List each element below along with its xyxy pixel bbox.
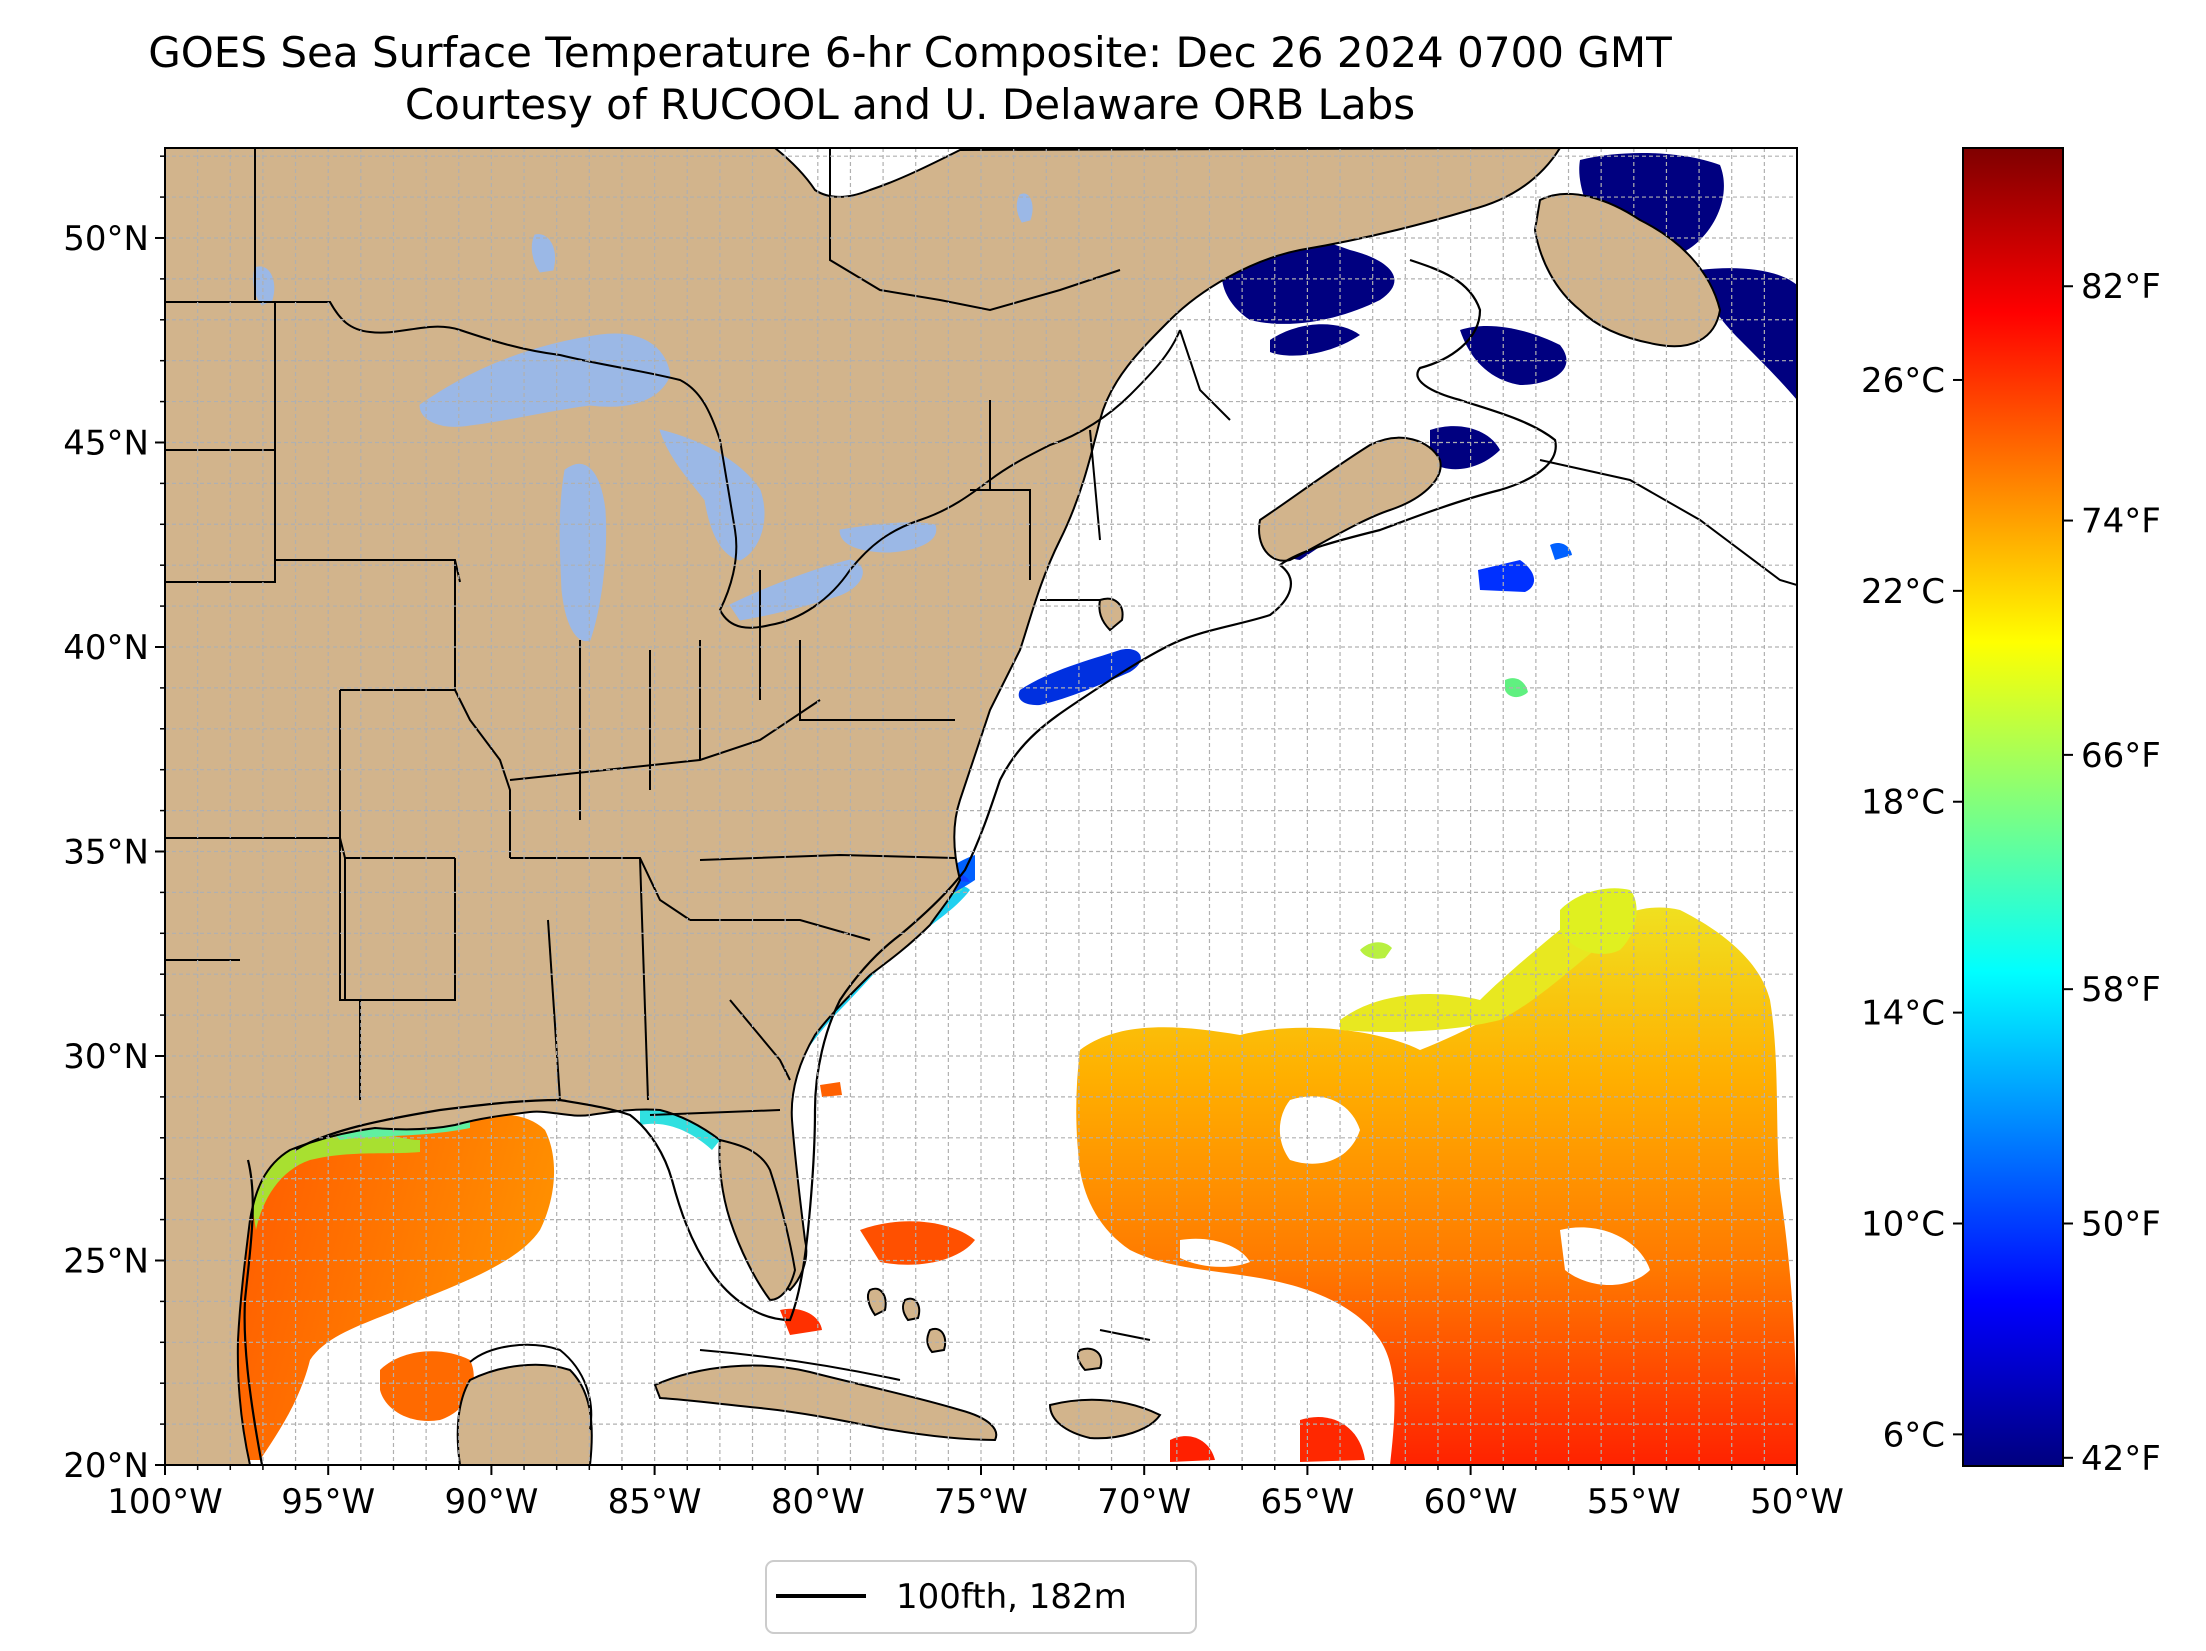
- lat-axis: 20°N 25°N 30°N 35°N 40°N 45°N 50°N: [63, 155, 165, 1486]
- celsius-tick-label: 10°C: [1861, 1204, 1945, 1244]
- lat-tick-label: 50°N: [63, 219, 149, 259]
- isobath-100fth: [243, 258, 1557, 1465]
- map-subtitle: Courtesy of RUCOOL and U. Delaware ORB L…: [404, 80, 1416, 129]
- celsius-tick-label: 22°C: [1861, 572, 1945, 612]
- fahrenheit-tick-label: 58°F: [2081, 970, 2161, 1010]
- lon-tick-label: 70°W: [1097, 1482, 1191, 1522]
- lon-tick-label: 60°W: [1424, 1482, 1518, 1522]
- lakes: [253, 193, 1033, 642]
- legend-box: [765, 1560, 1197, 1634]
- lon-tick-label: 95°W: [281, 1482, 375, 1522]
- fahrenheit-tick-label: 66°F: [2081, 736, 2161, 776]
- lat-tick-label: 40°N: [63, 628, 149, 668]
- fahrenheit-tick-label: 50°F: [2081, 1204, 2161, 1244]
- gridlines: [165, 148, 1797, 1465]
- lon-tick-label: 65°W: [1260, 1482, 1354, 1522]
- celsius-tick-label: 14°C: [1861, 994, 1945, 1034]
- lon-tick-label: 50°W: [1750, 1482, 1844, 1522]
- celsius-tick-label: 6°C: [1883, 1415, 1945, 1455]
- legend: 100fth, 182m: [765, 1560, 1197, 1634]
- lon-axis: 100°W 95°W 90°W 85°W 80°W 75°W 70°W 65°W 60°W 55°…: [107, 1465, 1844, 1522]
- lon-tick-label: 100°W: [107, 1482, 223, 1522]
- fahrenheit-tick-label: 82°F: [2081, 267, 2161, 307]
- lat-tick-label: 25°N: [63, 1241, 149, 1281]
- land-masses: [165, 148, 1722, 1465]
- map-title: GOES Sea Surface Temperature 6-hr Compos…: [148, 28, 1672, 77]
- lat-tick-label: 35°N: [63, 832, 149, 872]
- colorbar-gradient: [1962, 147, 2064, 1467]
- lon-tick-label: 75°W: [934, 1482, 1028, 1522]
- lat-tick-label: 30°N: [63, 1037, 149, 1077]
- lat-tick-label: 20°N: [63, 1446, 149, 1486]
- lon-tick-label: 80°W: [771, 1482, 865, 1522]
- legend-label: 100fth, 182m: [896, 1577, 1127, 1617]
- celsius-tick-label: 18°C: [1861, 783, 1945, 823]
- lon-tick-label: 85°W: [608, 1482, 702, 1522]
- colorbar: 26°C 22°C 18°C 14°C 10°C 6°C 82°F 74°F 66°F 58°F…: [1861, 147, 2161, 1479]
- lon-tick-label: 90°W: [444, 1482, 538, 1522]
- lat-tick-label: 45°N: [63, 423, 149, 463]
- celsius-tick-label: 26°C: [1861, 361, 1945, 401]
- lon-tick-label: 55°W: [1587, 1482, 1681, 1522]
- fahrenheit-tick-label: 74°F: [2081, 502, 2161, 542]
- fahrenheit-tick-label: 42°F: [2081, 1439, 2161, 1479]
